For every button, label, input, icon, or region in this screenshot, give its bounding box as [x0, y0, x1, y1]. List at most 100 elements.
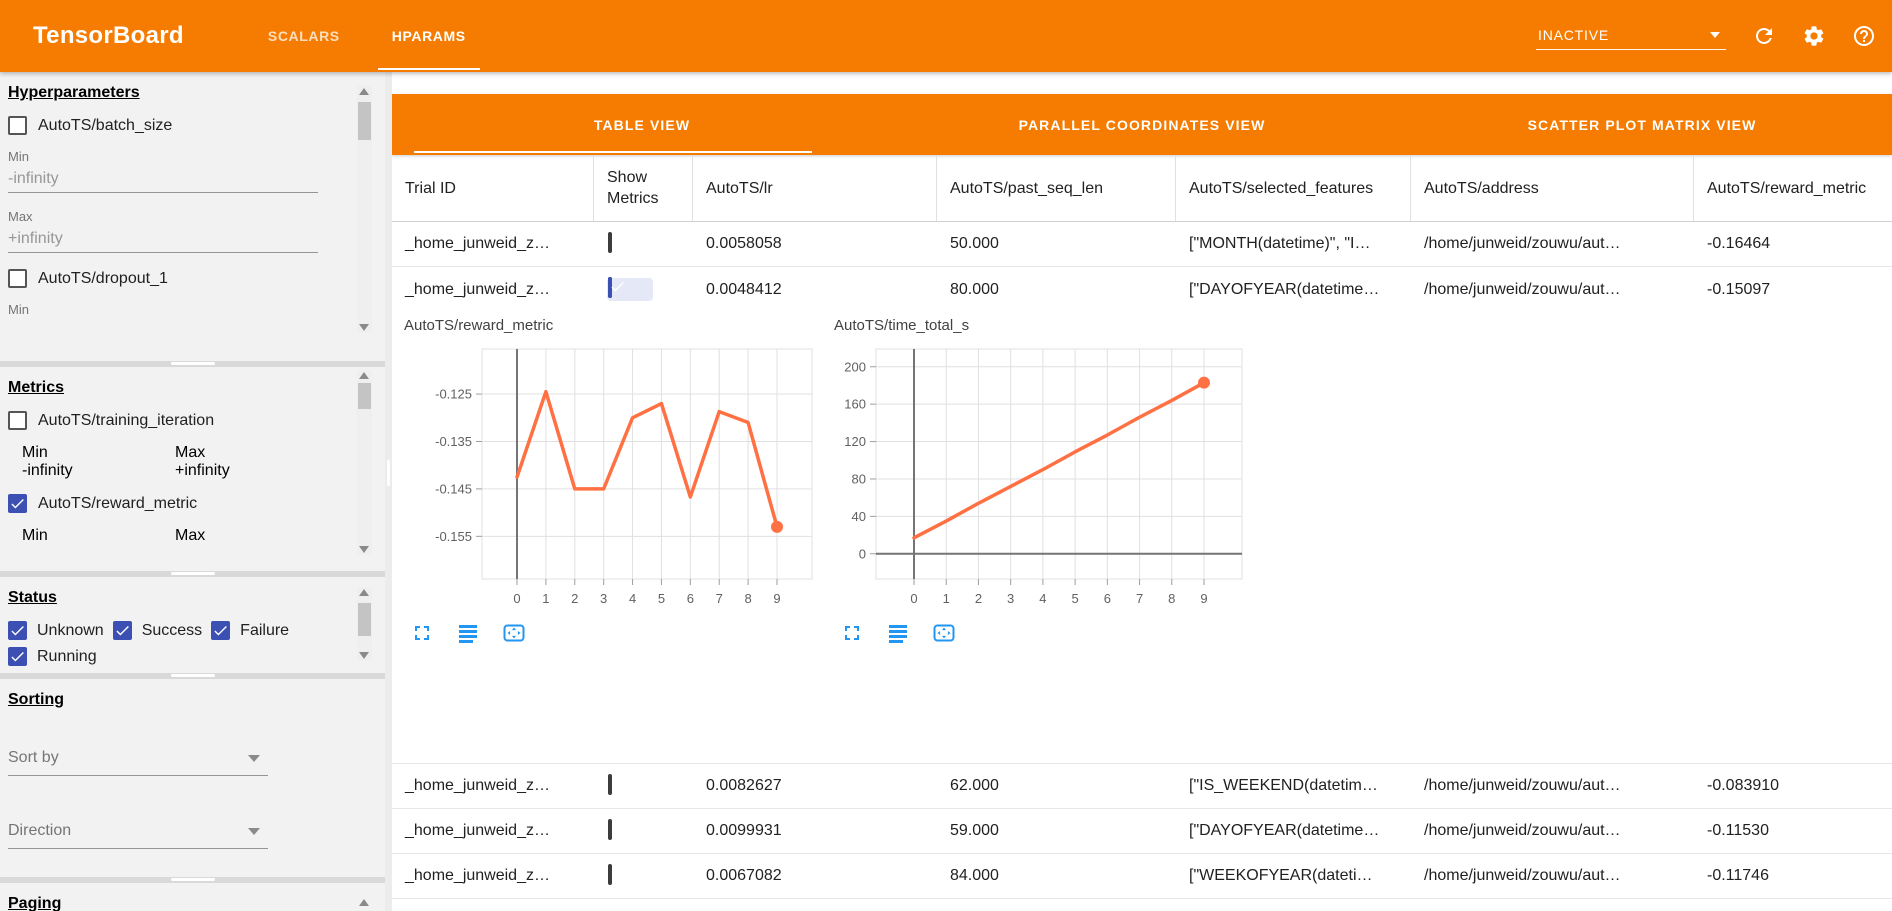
show-metrics-checkbox[interactable]	[608, 863, 612, 885]
min-label: Min	[22, 527, 48, 544]
address-cell: /home/junweid/zouwu/aut…	[1424, 280, 1621, 298]
tab-hparams[interactable]: HPARAMS	[366, 0, 492, 72]
scrollbar-thumb	[358, 603, 371, 636]
svg-text:6: 6	[1104, 591, 1111, 606]
column-header-lr: AutoTS/lr	[693, 155, 937, 221]
svg-text:1: 1	[943, 591, 950, 606]
checkbox-batch-size[interactable]	[8, 116, 27, 135]
direction-select[interactable]: Direction	[8, 822, 268, 849]
column-header-show-metrics: Show Metrics	[594, 155, 693, 221]
hparam-label: AutoTS/batch_size	[38, 116, 173, 134]
view-lines-icon[interactable]	[456, 621, 480, 645]
max-input[interactable]: +infinity	[8, 230, 318, 253]
checkbox-failure[interactable]	[211, 621, 231, 640]
table-row: _home_junweid_z… 0.0099931 59.000 ["DAYOFYE…	[392, 809, 1892, 854]
svg-text:-0.145: -0.145	[435, 481, 472, 496]
hparam-label: AutoTS/dropout_1	[38, 269, 168, 287]
min-input[interactable]: -infinity	[22, 462, 73, 479]
status-filter-success: Success	[112, 621, 202, 640]
reward-metric-cell: -0.11746	[1707, 867, 1769, 884]
sidebar-resize-handle[interactable]	[385, 72, 392, 911]
column-header-trial-id: Trial ID	[392, 155, 594, 221]
settings-gear-icon[interactable]	[1802, 24, 1826, 48]
lr-cell: 0.0048412	[706, 280, 782, 298]
svg-text:160: 160	[844, 397, 866, 412]
tab-parallel-coordinates-view[interactable]: PARALLEL COORDINATES VIEW	[1018, 116, 1266, 133]
table-header: Trial ID Show Metrics AutoTS/lr AutoTS/p…	[392, 155, 1892, 222]
reload-status-value: INACTIVE	[1538, 26, 1609, 43]
checkbox-dropout-1[interactable]	[8, 269, 27, 288]
fullscreen-icon[interactable]	[410, 621, 434, 645]
reload-status-select[interactable]: INACTIVE	[1536, 23, 1726, 50]
scrollbar[interactable]	[357, 370, 372, 555]
show-metrics-cell	[594, 809, 693, 853]
metric-chart: AutoTS/time_total_s 0 40 80 120 160 200 0 1 2 3 4 5 6…	[828, 317, 1258, 649]
svg-text:1: 1	[542, 591, 549, 606]
section-title: Status	[8, 589, 57, 606]
sort-by-select[interactable]: Sort by	[8, 749, 268, 776]
svg-text:6: 6	[687, 591, 694, 606]
scrollbar[interactable]	[357, 897, 372, 911]
scroll-down-icon	[359, 652, 369, 659]
scrollbar[interactable]	[357, 587, 372, 661]
view-tabs: TABLE VIEW PARALLEL COORDINATES VIEW SCA…	[392, 94, 1892, 155]
selected-features-cell: ["DAYOFYEAR(datetime…	[1189, 822, 1380, 839]
reward-metric-cell: -0.16464	[1707, 235, 1771, 252]
min-input[interactable]: -infinity	[8, 170, 318, 193]
scrollbar[interactable]	[357, 86, 372, 333]
section-title: Metrics	[8, 379, 65, 396]
chart-title: AutoTS/reward_metric	[404, 317, 554, 334]
reward-metric-cell: -0.083910	[1707, 777, 1780, 794]
chart-toolbar	[840, 621, 1258, 645]
checkbox-running[interactable]	[8, 647, 27, 666]
show-metrics-cell	[594, 854, 693, 898]
hparams-main: TABLE VIEW PARALLEL COORDINATES VIEW SCA…	[392, 72, 1892, 911]
fullscreen-icon[interactable]	[840, 621, 864, 645]
svg-text:0: 0	[910, 591, 917, 606]
selected-features-cell: ["IS_WEEKEND(datetim…	[1189, 777, 1378, 794]
table-row: _home_junweid_z… 0.0082627 62.000 ["IS_WEEK…	[392, 764, 1892, 809]
column-header-past-seq-len: AutoTS/past_seq_len	[937, 155, 1176, 221]
checkbox-unknown[interactable]	[8, 621, 27, 640]
tab-scalars[interactable]: SCALARS	[267, 28, 340, 44]
line-chart: 0 40 80 120 160 200 0 1 2 3 4 5 6 7 8 9	[844, 348, 1243, 606]
show-metrics-checkbox[interactable]	[608, 773, 612, 795]
tab-scatter-plot-matrix-view[interactable]: SCATTER PLOT MATRIX VIEW	[1527, 116, 1757, 133]
show-metrics-checkbox[interactable]	[608, 818, 612, 840]
show-metrics-checkbox[interactable]	[608, 277, 624, 298]
checkbox-success[interactable]	[112, 621, 132, 640]
trial-id-cell: _home_junweid_z…	[405, 777, 550, 794]
column-header-reward-metric: AutoTS/reward_metric	[1707, 179, 1867, 197]
pan-fit-icon[interactable]	[932, 621, 956, 645]
tab-table-view[interactable]: TABLE VIEW	[392, 94, 892, 155]
pan-fit-icon[interactable]	[502, 621, 526, 645]
section-resize-handle[interactable]	[0, 571, 385, 577]
section-resize-handle[interactable]	[0, 673, 385, 679]
section-resize-handle[interactable]	[0, 877, 385, 883]
table-row: _home_junweid_z… 0.0048412 80.000 ["DAYOFYE…	[392, 267, 1892, 312]
show-metrics-cell	[594, 222, 693, 266]
svg-text:2: 2	[571, 591, 578, 606]
chart-title: AutoTS/time_total_s	[834, 317, 970, 334]
trial-id-cell: _home_junweid_z…	[405, 822, 550, 839]
svg-text:200: 200	[844, 359, 866, 374]
metric-chart: AutoTS/reward_metric -0.125 -0.135 -0.145 -0…	[398, 317, 828, 649]
scrollbar-thumb	[358, 102, 371, 140]
checkbox-training-iteration[interactable]	[8, 411, 27, 430]
view-lines-icon[interactable]	[886, 621, 910, 645]
show-metrics-checkbox[interactable]	[608, 231, 612, 253]
max-input[interactable]: +infinity	[175, 462, 230, 479]
app-title: TensorBoard	[33, 22, 184, 49]
help-icon[interactable]	[1852, 24, 1876, 48]
show-metrics-cell	[594, 267, 693, 312]
chevron-down-icon	[248, 754, 260, 762]
svg-text:5: 5	[658, 591, 665, 606]
refresh-icon[interactable]	[1752, 24, 1776, 48]
column-header-selected-features: AutoTS/selected_features	[1176, 155, 1411, 221]
section-resize-handle[interactable]	[0, 361, 385, 367]
trial-id-cell: _home_junweid_z…	[405, 235, 550, 252]
section-title: Sorting	[8, 691, 64, 708]
checkbox-reward-metric[interactable]	[8, 494, 27, 513]
section-title: Hyperparameters	[8, 84, 140, 101]
min-label: Min	[8, 149, 29, 164]
